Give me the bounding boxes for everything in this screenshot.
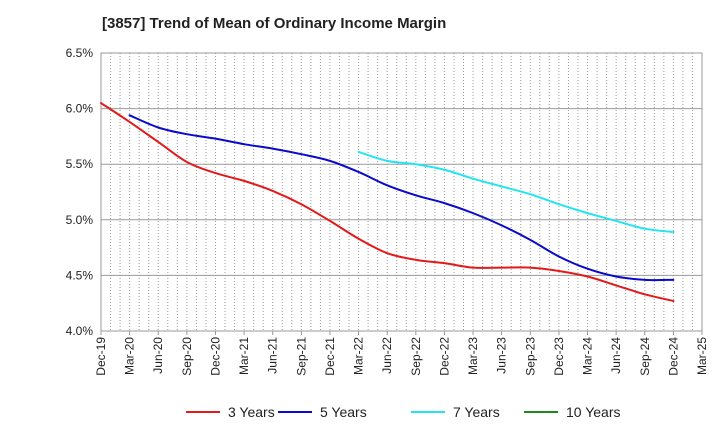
x-tick-label: Sep-24 <box>638 337 652 376</box>
y-axis-ticks: 4.0% 4.5% 5.0% 5.5% 6.0% 6.5% <box>66 46 94 338</box>
legend-label: 7 Years <box>453 404 500 420</box>
y-tick-label: 4.0% <box>66 324 94 338</box>
legend-item-5-years: 5 Years <box>278 404 367 420</box>
x-tick-label: Mar-25 <box>695 337 709 375</box>
x-tick-label: Sep-21 <box>294 337 308 376</box>
chart-title: [3857] Trend of Mean of Ordinary Income … <box>102 15 447 32</box>
x-tick-label: Dec-19 <box>94 337 108 376</box>
legend-swatch <box>524 411 558 413</box>
x-tick-label: Dec-21 <box>323 337 337 376</box>
legend-label: 10 Years <box>566 404 621 420</box>
x-tick-label: Mar-24 <box>581 337 595 375</box>
series-lines <box>100 102 675 302</box>
x-tick-label: Jun-21 <box>266 337 280 374</box>
legend-swatch <box>186 411 220 413</box>
x-tick-label: Dec-22 <box>437 337 451 376</box>
legend-item-7-years: 7 Years <box>411 404 500 420</box>
x-tick-label: Mar-22 <box>352 337 366 375</box>
x-tick-label: Sep-23 <box>523 337 537 376</box>
y-tick-label: 4.5% <box>66 268 94 282</box>
legend-swatch <box>411 411 445 413</box>
x-tick-label: Jun-20 <box>151 337 165 374</box>
legend-item-10-years: 10 Years <box>524 404 621 420</box>
x-tick-label: Jun-24 <box>609 337 623 374</box>
plot-frame <box>100 52 703 332</box>
x-tick-label: Sep-22 <box>409 337 423 376</box>
series-line-7-years <box>357 150 675 234</box>
x-tick-label: Dec-20 <box>208 337 222 376</box>
y-tick-label: 5.5% <box>66 157 94 171</box>
x-tick-label: Dec-24 <box>666 337 680 376</box>
line-chart: 4.0% 4.5% 5.0% 5.5% 6.0% 6.5% Dec-19 Mar-20 Jun… <box>66 46 709 376</box>
x-tick-label: Dec-23 <box>552 337 566 376</box>
x-axis-ticks: Dec-19 Mar-20 Jun-20 Sep-20 Dec-20 Mar-21 Jun-… <box>94 331 709 376</box>
grid-lines <box>100 52 703 332</box>
legend-item-3-years: 3 Years <box>186 404 275 420</box>
legend-swatch <box>278 411 312 413</box>
x-tick-label: Mar-23 <box>466 337 480 375</box>
x-tick-label: Mar-20 <box>123 337 137 375</box>
y-tick-label: 5.0% <box>66 213 94 227</box>
legend-label: 5 Years <box>320 404 367 420</box>
series-line-5-years <box>128 114 675 282</box>
x-tick-label: Jun-22 <box>380 337 394 374</box>
y-tick-label: 6.5% <box>66 46 94 60</box>
x-tick-label: Jun-23 <box>495 337 509 374</box>
legend-label: 3 Years <box>228 404 275 420</box>
x-tick-label: Sep-20 <box>180 337 194 376</box>
x-tick-label: Mar-21 <box>237 337 251 375</box>
legend: 3 Years 5 Years 7 Years 10 Years <box>0 404 720 426</box>
series-line-3-years <box>100 102 675 302</box>
y-tick-label: 6.0% <box>66 102 94 116</box>
